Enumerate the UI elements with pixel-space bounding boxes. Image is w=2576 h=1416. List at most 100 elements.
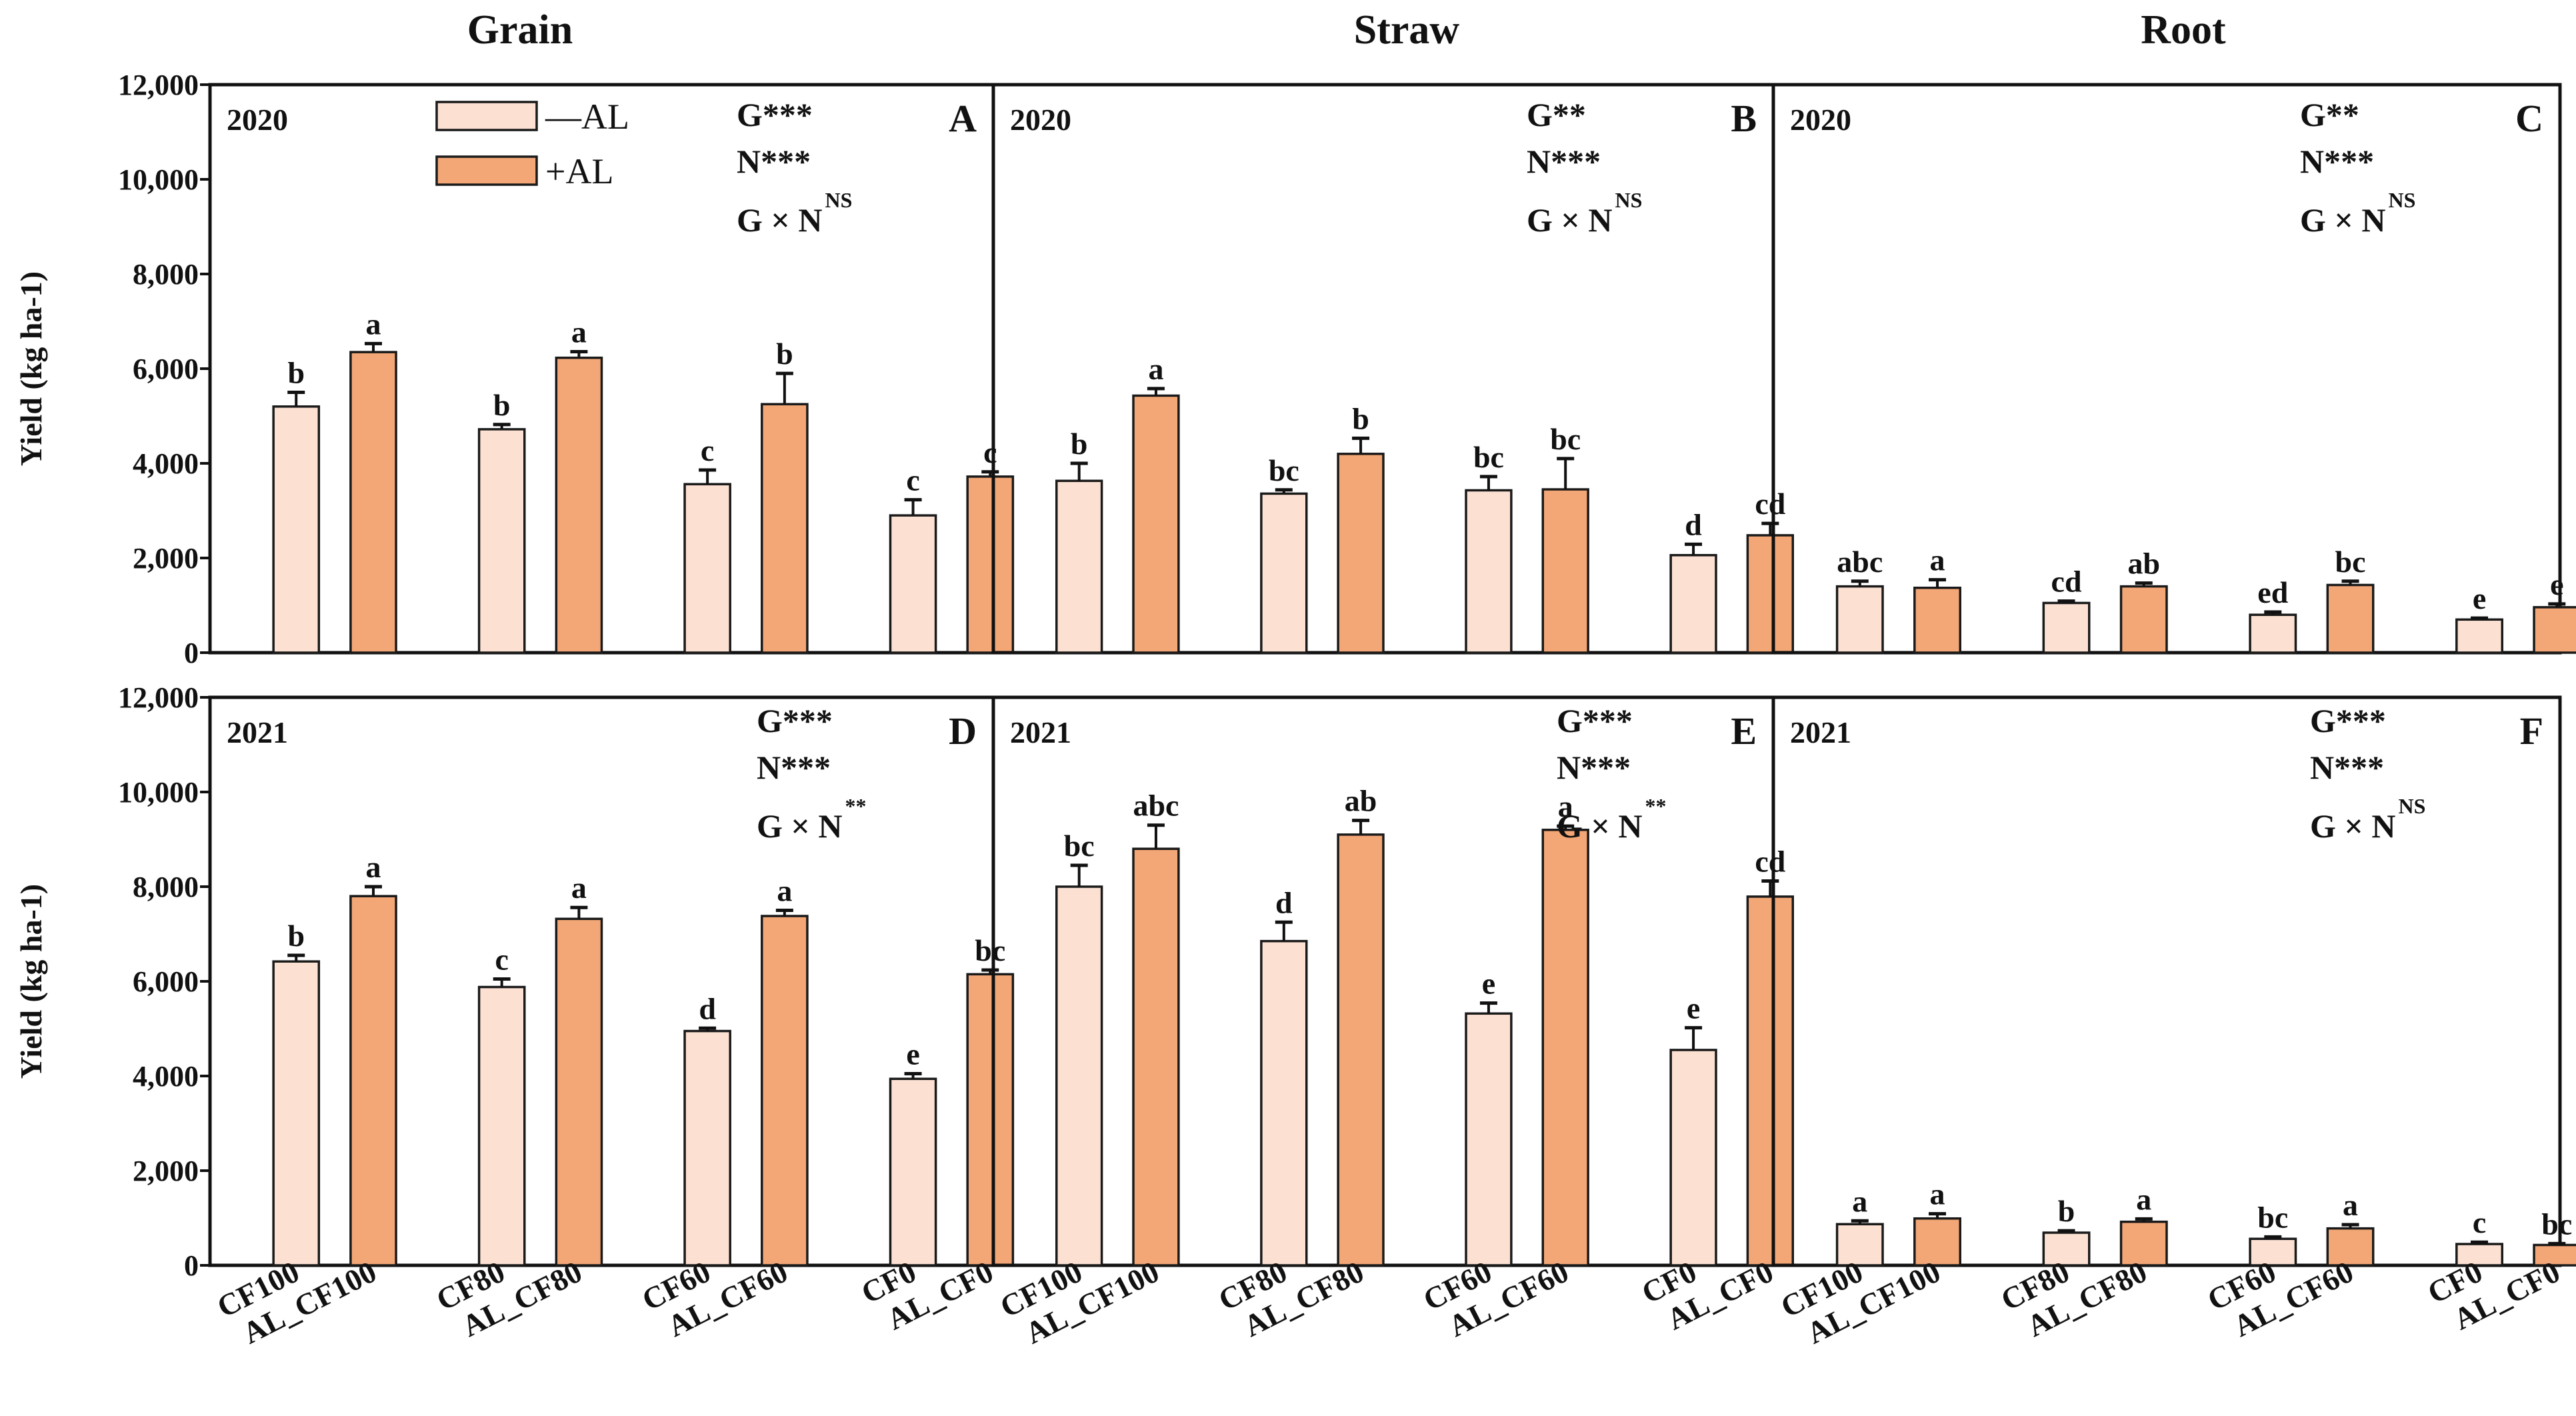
- bar-D-minus-al-2: [683, 1029, 731, 1267]
- significance-letter: bc: [2257, 1200, 2288, 1234]
- significance-letter: b: [1352, 401, 1369, 435]
- significance-letter: e: [2550, 567, 2563, 601]
- significance-letter: c: [906, 463, 919, 497]
- stat-interaction: G × N: [757, 807, 843, 845]
- bar-E-plus-al-3: [1746, 895, 1794, 1267]
- stat-interaction-superscript: NS: [825, 188, 853, 212]
- bar-B-minus-al-3: [1669, 553, 1717, 654]
- stat-interaction: G × N: [2300, 201, 2386, 239]
- significance-letter: a: [1852, 1184, 1867, 1218]
- bar-D-minus-al-1: [477, 985, 526, 1267]
- legend-label-minus-al: —AL: [545, 97, 629, 137]
- significance-letter: a: [571, 871, 587, 905]
- bar-F-minus-al-1: [2042, 1231, 2091, 1267]
- significance-letter: a: [1148, 352, 1163, 386]
- bar-E-minus-al-0: [1055, 885, 1103, 1267]
- bar-F-minus-al-0: [1835, 1223, 1884, 1267]
- bar-E-plus-al-0: [1132, 847, 1180, 1267]
- significance-letter: d: [1685, 507, 1702, 541]
- significance-letter: b: [287, 919, 305, 953]
- legend-swatch-plus-al: [435, 155, 538, 186]
- column-title-root: Root: [2141, 7, 2226, 53]
- significance-letter: ab: [2127, 547, 2160, 581]
- stat-nitrogen: N***: [737, 143, 811, 180]
- y-tick-label: 2,000: [133, 1155, 199, 1187]
- stat-interaction-superscript: **: [1645, 794, 1667, 818]
- significance-letter: cd: [1755, 844, 1785, 878]
- y-axis-label-row-2: Yield (kg ha-1): [14, 884, 48, 1079]
- significance-letter: e: [1482, 967, 1495, 1001]
- y-tick-label: 6,000: [133, 965, 199, 998]
- stat-interaction: G × N: [1527, 201, 1613, 239]
- bar-B-plus-al-1: [1337, 453, 1385, 654]
- y-tick-label: 12,000: [118, 681, 199, 714]
- stat-interaction: G × N: [737, 201, 823, 239]
- y-tick-label: 10,000: [118, 776, 199, 809]
- significance-letter: bc: [1269, 453, 1299, 487]
- stat-interaction-superscript: NS: [2389, 188, 2416, 212]
- column-title-straw: Straw: [1354, 7, 1460, 53]
- bar-E-minus-al-1: [1260, 939, 1308, 1267]
- significance-letter: bc: [2335, 545, 2366, 579]
- significance-letter: d: [699, 991, 716, 1025]
- stat-nitrogen: N***: [2310, 749, 2384, 786]
- panel-year-label: 2020: [227, 103, 288, 137]
- bar-F-plus-al-2: [2326, 1227, 2375, 1267]
- significance-letter: a: [571, 315, 587, 349]
- significance-letter: b: [776, 337, 793, 371]
- significance-letter: a: [1930, 543, 1945, 577]
- bar-D-plus-al-3: [966, 973, 1015, 1267]
- bar-F-plus-al-0: [1913, 1217, 1962, 1267]
- significance-letter: a: [2343, 1188, 2358, 1222]
- y-tick-label: 4,000: [133, 1060, 199, 1093]
- stat-interaction-superscript: NS: [1615, 188, 1643, 212]
- significance-letter: ab: [1345, 784, 1377, 818]
- significance-letter: c: [701, 433, 714, 467]
- significance-letter: a: [1558, 789, 1573, 823]
- bar-F-plus-al-1: [2119, 1220, 2168, 1267]
- legend: —AL +AL: [435, 97, 629, 191]
- stat-interaction: G × N: [2310, 807, 2396, 845]
- stat-nitrogen: N***: [1527, 143, 1601, 180]
- panel-letter: B: [1731, 97, 1757, 140]
- significance-letter: cd: [1755, 487, 1785, 521]
- panel-E: bc d e e abc ab a cd 2021 E G*** N*** G × N**: [991, 695, 1794, 1267]
- y-axis-label-row-1: Yield (kg ha-1): [14, 271, 48, 466]
- significance-letter: bc: [975, 933, 1005, 967]
- bar-A-plus-al-2: [761, 403, 809, 654]
- y-tick-label: 4,000: [133, 447, 199, 480]
- panel-letter: F: [2520, 709, 2543, 753]
- significance-letter: e: [906, 1037, 919, 1071]
- significance-letter: bc: [2541, 1207, 2572, 1241]
- y-tick-label: 8,000: [133, 258, 199, 291]
- bar-A-plus-al-0: [349, 351, 397, 654]
- bar-E-minus-al-2: [1465, 1012, 1513, 1267]
- stat-nitrogen: N***: [757, 749, 831, 786]
- bar-A-plus-al-1: [555, 356, 603, 654]
- significance-letter: b: [493, 388, 511, 422]
- panel-year-label: 2021: [1010, 715, 1071, 749]
- panel-year-label: 2020: [1010, 103, 1071, 137]
- y-tick-label: 10,000: [118, 163, 199, 196]
- bar-A-minus-al-1: [477, 428, 526, 654]
- bar-B-minus-al-0: [1055, 479, 1103, 654]
- significance-letter: c: [495, 942, 508, 976]
- legend-label-plus-al: +AL: [545, 151, 613, 191]
- panel-C: abc cd ed e a ab bc e 2020 C G** N*** G × NNS: [1771, 83, 2576, 655]
- bar-D-plus-al-1: [555, 917, 603, 1267]
- bar-B-plus-al-3: [1746, 534, 1794, 654]
- significance-letter: e: [2473, 581, 2486, 615]
- panel-year-label: 2021: [227, 715, 288, 749]
- significance-letter: a: [365, 307, 381, 341]
- legend-swatch-minus-al: [435, 101, 538, 131]
- bar-B-plus-al-2: [1541, 488, 1589, 654]
- significance-letter: ed: [2257, 575, 2288, 609]
- bar-C-minus-al-2: [2249, 613, 2297, 654]
- significance-letter: bc: [1473, 440, 1504, 474]
- panel-F: a b bc c a a a bc 2021 F G*** N*** G × NNS: [1771, 695, 2576, 1267]
- stat-genotype: G***: [1557, 702, 1633, 739]
